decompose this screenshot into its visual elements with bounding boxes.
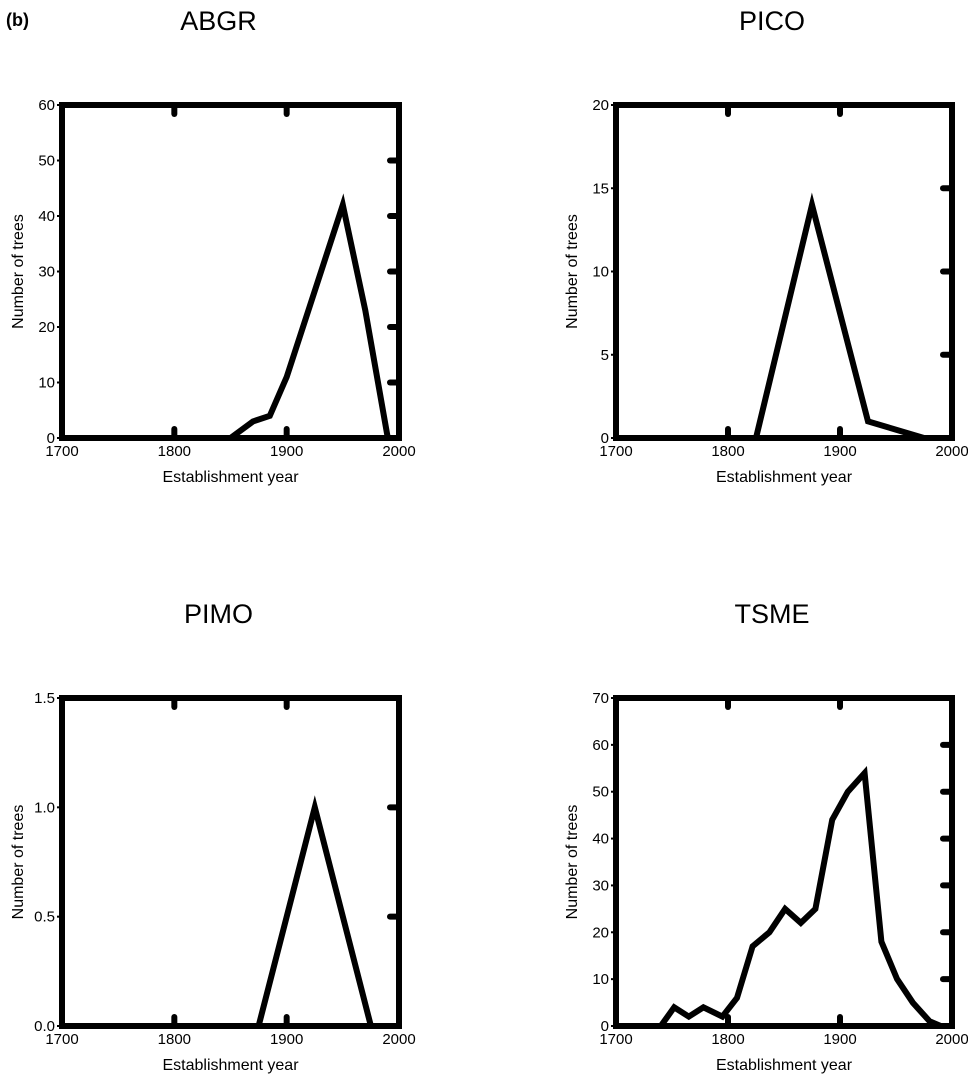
x-tick-label: 1800: [711, 1031, 744, 1048]
x-tick-label: 2000: [382, 443, 415, 460]
panel-label: (b): [6, 10, 29, 30]
x-tick-label: 1800: [158, 443, 191, 460]
chart-title: PICO: [739, 6, 805, 36]
chart-pico: PICO 1700 1800 1900 2000 0 5 10 15 20 Establishmen…: [564, 6, 968, 486]
y-tick-label: 0.5: [34, 909, 55, 926]
x-tick-label: 2000: [382, 1031, 415, 1048]
y-tick-label: 10: [592, 971, 609, 988]
y-axis-label: Number of trees: [10, 214, 27, 329]
series-line: [62, 795, 374, 1029]
x-tick-label: 1800: [158, 1031, 191, 1048]
y-tick-label: 5: [601, 347, 609, 364]
y-tick-label: 60: [592, 737, 609, 754]
y-tick-label: 0: [47, 430, 55, 447]
x-tick-label: 1900: [270, 1031, 303, 1048]
chart-title: TSME: [734, 599, 809, 629]
chart-abgr: ABGR 1700 1800 1900 2000 0 10 20 30 40 50 60 Establi…: [10, 6, 416, 486]
y-tick-label: 40: [592, 831, 609, 848]
chart-tsme: TSME 1700 1800 1900 2000 0 10 20 30 40 50 60 70 Estab…: [564, 599, 968, 1074]
x-tick-label: 2000: [935, 1031, 968, 1048]
series-line: [616, 192, 925, 441]
y-axis-label: Number of trees: [10, 805, 27, 920]
y-tick-label: 40: [38, 208, 55, 225]
y-tick-label: 30: [592, 877, 609, 894]
x-tick-label: 1800: [711, 443, 744, 460]
plot-frame: [613, 102, 955, 441]
y-tick-label: 20: [592, 924, 609, 941]
x-tick-label: 1900: [270, 443, 303, 460]
x-tick-label: 2000: [935, 443, 968, 460]
x-tick-label: 1900: [823, 1031, 856, 1048]
y-tick-label: 1.5: [34, 690, 55, 707]
y-tick-label: 0: [601, 430, 609, 447]
y-tick-label: 60: [38, 97, 55, 114]
y-tick-label: 0: [601, 1018, 609, 1035]
x-tick-label: 1700: [45, 443, 78, 460]
y-tick-label: 20: [38, 319, 55, 336]
y-tick-label: 10: [38, 375, 55, 392]
y-tick-label: 70: [592, 690, 609, 707]
series-line: [62, 193, 391, 441]
plot-frame: [59, 102, 402, 441]
chart-title: PIMO: [184, 599, 253, 629]
y-tick-label: 50: [592, 784, 609, 801]
chart-title: ABGR: [180, 6, 257, 36]
x-axis-label: Establishment year: [716, 1057, 853, 1074]
y-tick-label: 15: [592, 180, 609, 197]
y-axis-label: Number of trees: [564, 214, 581, 329]
chart-pimo: PIMO 1700 1800 1900 2000 0.0 0.5 1.0 1.5 Establis…: [10, 599, 416, 1074]
y-tick-label: 50: [38, 153, 55, 170]
y-tick-label: 20: [592, 97, 609, 114]
x-tick-label: 1700: [599, 443, 632, 460]
y-tick-label: 30: [38, 264, 55, 281]
y-tick-label: 10: [592, 264, 609, 281]
plot-frame: [613, 695, 955, 1029]
x-tick-label: 1900: [823, 443, 856, 460]
x-tick-label: 1700: [45, 1031, 78, 1048]
series-line: [616, 765, 942, 1029]
y-tick-label: 1.0: [34, 799, 55, 816]
y-axis-label: Number of trees: [564, 805, 581, 920]
plot-frame: [59, 695, 402, 1029]
x-axis-label: Establishment year: [162, 469, 299, 486]
x-axis-label: Establishment year: [716, 469, 853, 486]
y-tick-label: 0.0: [34, 1018, 55, 1035]
x-axis-label: Establishment year: [162, 1057, 299, 1074]
x-tick-label: 1700: [599, 1031, 632, 1048]
